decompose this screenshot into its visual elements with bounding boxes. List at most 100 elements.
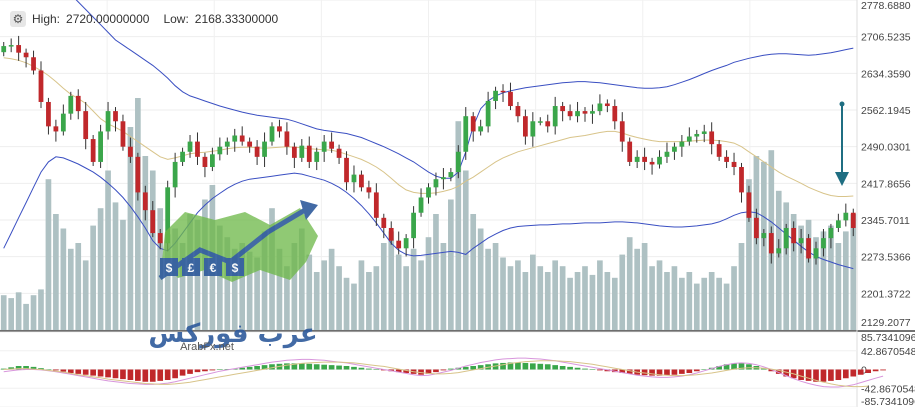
- macd-bar-down: [641, 369, 648, 376]
- y-tick-label: 2417.8656: [861, 178, 911, 190]
- watermark-currency-box: [182, 258, 200, 276]
- candle-up: [314, 151, 320, 162]
- macd-bar-up: [537, 363, 544, 370]
- candle-down: [388, 227, 394, 241]
- macd-bar-down: [679, 369, 685, 374]
- volume-bar: [544, 272, 551, 330]
- volume-bar: [798, 225, 804, 330]
- volume-bar: [164, 234, 171, 330]
- volume-bar: [656, 260, 663, 330]
- macd-y-tick-label: 42.8670548: [861, 346, 915, 358]
- volume-bar: [597, 260, 603, 330]
- candle-up: [172, 161, 178, 188]
- candle-down: [850, 212, 856, 228]
- candle-up: [478, 126, 484, 132]
- volume-bar: [842, 231, 849, 330]
- candle-up: [701, 131, 707, 134]
- volume-bar: [701, 277, 708, 330]
- volume-bar: [805, 219, 812, 330]
- volume-bar: [135, 98, 141, 330]
- y-tick-label: 2129.2077: [861, 317, 911, 329]
- candle-up: [552, 106, 558, 127]
- volume-bar: [343, 277, 350, 330]
- candle-down: [746, 192, 752, 218]
- arrow-annotation-dot: [839, 101, 845, 107]
- candle-up: [299, 145, 305, 158]
- macd-bar-down: [813, 369, 819, 382]
- macd-bar-down: [90, 369, 96, 376]
- volume-bar: [418, 260, 424, 330]
- volume-bar: [462, 170, 469, 330]
- volume-bar: [641, 243, 648, 330]
- volume-bar: [224, 237, 231, 330]
- candle-down: [202, 156, 208, 168]
- volume-bar: [90, 225, 96, 330]
- candle-up: [828, 227, 834, 239]
- macd-bar-down: [872, 369, 879, 372]
- volume-bar: [708, 272, 715, 330]
- macd-bar-up: [328, 365, 335, 370]
- macd-bar-up: [351, 366, 357, 370]
- macd-bar-down: [783, 369, 790, 377]
- candle-up: [530, 121, 536, 137]
- candle-up: [463, 116, 469, 152]
- volume-bar: [649, 266, 655, 330]
- candle-up: [232, 135, 238, 142]
- candle-down: [23, 52, 29, 58]
- macd-bar-down: [664, 369, 670, 376]
- volume-bar: [336, 266, 342, 330]
- volume-bar: [485, 248, 491, 330]
- macd-bar-down: [149, 369, 156, 382]
- macd-bar-down: [164, 369, 171, 380]
- candle-down: [612, 106, 618, 122]
- volume-bar: [298, 228, 305, 330]
- macd-bar-up: [746, 364, 752, 370]
- macd-bar-down: [127, 369, 134, 380]
- volume-bar: [425, 237, 432, 330]
- macd-bar-up: [343, 366, 350, 370]
- candle-up: [783, 227, 789, 249]
- volume-bar: [783, 202, 790, 330]
- macd-bar-up: [269, 364, 275, 370]
- candle-up: [403, 238, 409, 249]
- macd-bar-up: [291, 363, 298, 370]
- candle-down: [291, 146, 297, 158]
- y-tick-label: 2490.0301: [861, 142, 911, 154]
- volume-bar: [820, 231, 827, 330]
- volume-bar: [775, 190, 782, 330]
- candle-up: [441, 177, 446, 180]
- macd-bar-up: [254, 366, 260, 370]
- volume-bar: [276, 248, 283, 330]
- y-tick-label: 2345.7011: [861, 215, 910, 227]
- high-value: 2720.00000000: [66, 12, 150, 26]
- candle-up: [761, 233, 767, 239]
- macd-bar-up: [45, 369, 52, 370]
- volume-bar: [239, 243, 246, 330]
- watermark-currency-symbol: £: [188, 261, 195, 275]
- volume-bar: [373, 266, 380, 330]
- watermark-currency-box: [226, 258, 244, 276]
- macd-bar-down: [425, 369, 432, 374]
- macd-bar-up: [574, 367, 581, 370]
- macd-bar-down: [798, 369, 804, 380]
- macd-bar-down: [112, 369, 119, 379]
- volume-bar: [217, 225, 223, 330]
- candle-up: [835, 220, 841, 228]
- candle-up: [321, 141, 327, 152]
- candle-up: [537, 121, 543, 123]
- candle-down: [53, 126, 59, 132]
- candle-down: [38, 70, 44, 102]
- watermark-latin-text: ArabFx.net: [180, 341, 234, 353]
- volume-bar: [693, 283, 700, 330]
- candle-down: [195, 141, 200, 157]
- macd-bar-down: [67, 369, 74, 373]
- macd-bar-down: [865, 369, 872, 373]
- candle-down: [336, 148, 342, 158]
- volume-bar: [529, 254, 536, 330]
- macd-bar-down: [60, 369, 67, 372]
- candle-down: [128, 146, 133, 157]
- volume-bar: [358, 260, 365, 330]
- gear-icon[interactable]: ⚙: [10, 11, 26, 27]
- macd-y-tick-label: -42.8670548: [861, 383, 915, 395]
- macd-bar-down: [395, 369, 402, 373]
